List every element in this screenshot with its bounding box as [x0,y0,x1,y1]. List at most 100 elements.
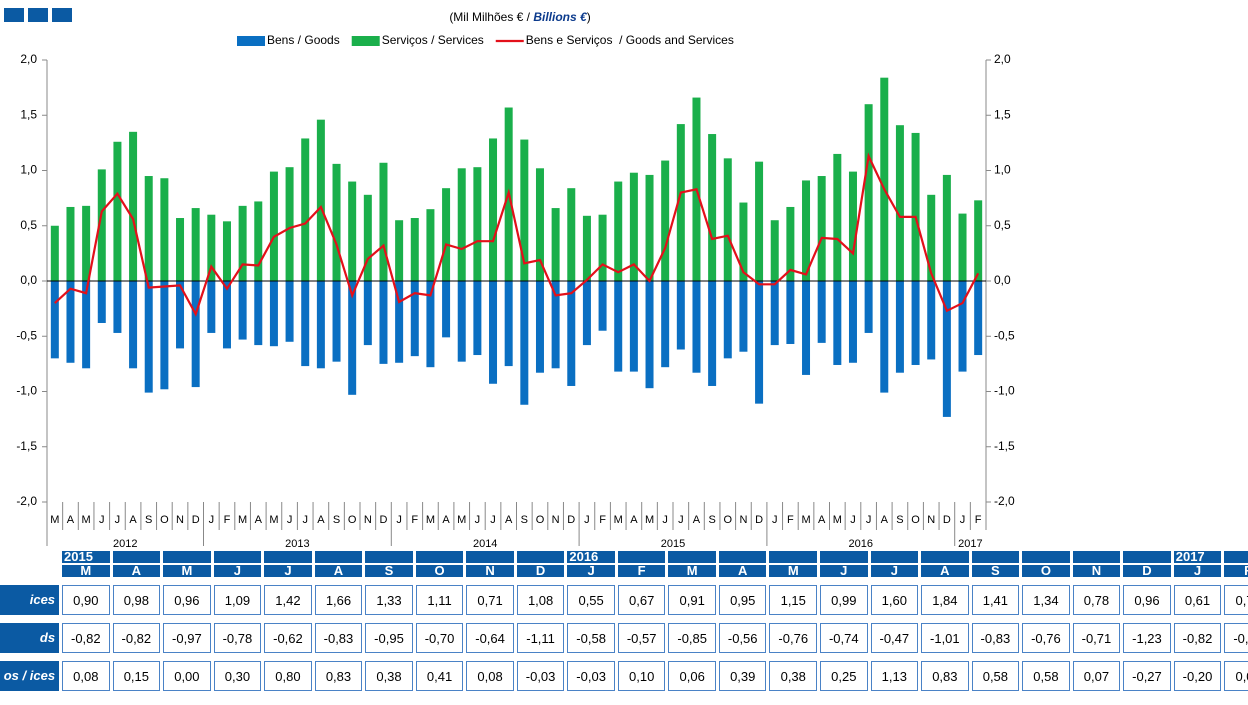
table-cell: 1,84 [921,585,969,615]
row-gap [0,579,1248,583]
table-cell: 1,33 [365,585,413,615]
data-row: ices 0,90 0,98 0,96 1,09 1,42 1,66 1,33 1,11 0,71… [0,585,1248,615]
x-tick-label: J [850,514,856,526]
table-cell: 1,09 [213,585,262,615]
table-cell: -0,03 [516,661,565,691]
bar [97,169,106,281]
bar [551,281,560,369]
x-tick-label: J [302,514,308,526]
bar [582,281,591,346]
table-cell: 0,07 [1072,661,1121,691]
bar [864,104,873,281]
x-tick-label: N [364,514,372,526]
bar [254,201,263,281]
table-cell: -0,82 [1173,623,1222,653]
table-cell: -0,76 [1022,623,1070,653]
month-cell: M [769,565,818,577]
bar [629,172,638,281]
table-cell: -0,67 [1224,623,1248,653]
year-cell [718,551,767,563]
table-cell: 1,13 [870,661,919,691]
bar [66,206,75,281]
x-tick-label: D [567,514,575,526]
bar [269,171,278,281]
year-cell [921,551,969,563]
x-tick-label: S [896,514,903,526]
year-cell [971,551,1020,563]
year-cell [264,551,312,563]
bar [895,281,904,373]
bar [379,162,388,281]
bar [723,158,732,281]
month-cell: J [213,565,262,577]
bar [739,281,748,352]
y-tick-label: -1,0 [16,384,37,398]
table-cell: 0,58 [1022,661,1070,691]
subtitle-part: Billions € [533,10,588,24]
x-tick-label: J [115,514,121,526]
bar [645,281,654,389]
x-tick-label: O [536,514,545,526]
year-cell [769,551,818,563]
subtitle-part: ) [587,10,591,24]
month-cell: D [1123,565,1171,577]
x-tick-label: A [255,514,263,526]
table-cell: 0,58 [971,661,1020,691]
x-tick-label: O [723,514,732,526]
row-label: os / ices [0,661,60,691]
x-tick-label: M [426,514,435,526]
bar [739,202,748,281]
x-tick-label: A [693,514,701,526]
table-cell: -0,85 [668,623,716,653]
bar [614,181,623,281]
table-cell: 0,83 [921,661,969,691]
month-cell: S [971,565,1020,577]
month-cell: M [62,565,110,577]
x-tick-label: A [442,514,450,526]
y-tick-label: 1,5 [20,107,37,121]
x-tick-label: M [833,514,842,526]
x-tick-label: A [317,514,325,526]
bar [504,281,513,367]
table-cell: -1,11 [516,623,565,653]
table-cell: -0,82 [112,623,161,653]
year-cell [415,551,464,563]
x-tick-label: N [552,514,560,526]
x-tick-label: A [630,514,638,526]
bar [614,281,623,372]
bar [848,171,857,281]
table-cell: -0,71 [1072,623,1121,653]
row-label: ds [0,623,60,653]
bar [958,281,967,372]
x-tick-label: F [411,514,418,526]
x-tick-label: N [176,514,184,526]
x-tick-label: M [50,514,59,526]
bar [473,167,482,281]
bar [911,281,920,365]
table-cell: -0,83 [314,623,363,653]
month-cell: M [163,565,211,577]
row-gap [0,655,1248,659]
bar [160,281,169,390]
table-cell: 0,41 [415,661,464,691]
x-tick-label: N [927,514,935,526]
x-tick-label: M [457,514,466,526]
bar [629,281,638,372]
table-cell: -0,27 [1123,661,1171,691]
bar [82,281,91,369]
table-cell: 0,67 [617,585,666,615]
bar [848,281,857,363]
bar [974,200,983,281]
bar [535,168,544,281]
bar [817,176,826,281]
year-cell [516,551,565,563]
x-tick-label: A [505,514,513,526]
table-cell: 0,38 [769,661,818,691]
table-cell: -0,47 [870,623,919,653]
row-gap [0,617,1248,621]
x-tick-label: F [224,514,231,526]
bar [207,214,216,281]
bar [363,281,372,346]
bar [489,281,498,384]
